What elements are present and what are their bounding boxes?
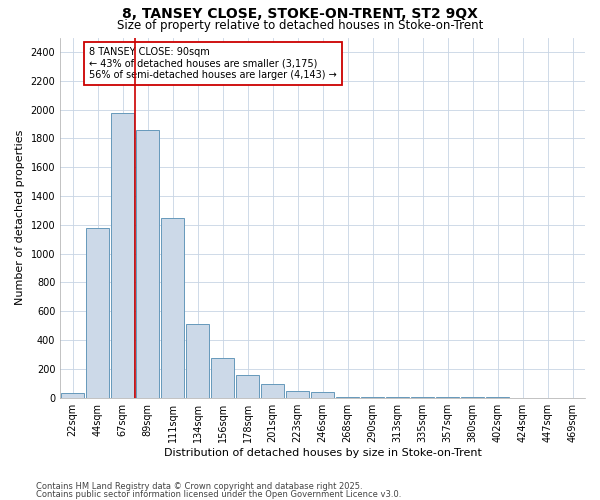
Bar xyxy=(286,390,309,398)
Text: 8 TANSEY CLOSE: 90sqm
← 43% of detached houses are smaller (3,175)
56% of semi-d: 8 TANSEY CLOSE: 90sqm ← 43% of detached … xyxy=(89,46,337,80)
Bar xyxy=(361,397,384,398)
Text: Contains public sector information licensed under the Open Government Licence v3: Contains public sector information licen… xyxy=(36,490,401,499)
Bar xyxy=(386,397,409,398)
Text: Contains HM Land Registry data © Crown copyright and database right 2025.: Contains HM Land Registry data © Crown c… xyxy=(36,482,362,491)
Bar xyxy=(311,392,334,398)
Bar xyxy=(262,384,284,398)
Text: 8, TANSEY CLOSE, STOKE-ON-TRENT, ST2 9QX: 8, TANSEY CLOSE, STOKE-ON-TRENT, ST2 9QX xyxy=(122,8,478,22)
Bar xyxy=(211,358,234,398)
Bar xyxy=(136,130,159,398)
Bar xyxy=(161,218,184,398)
Y-axis label: Number of detached properties: Number of detached properties xyxy=(15,130,25,306)
Bar xyxy=(236,376,259,398)
Bar xyxy=(61,394,84,398)
Bar xyxy=(337,397,359,398)
Bar xyxy=(187,324,209,398)
Title: 8, TANSEY CLOSE, STOKE-ON-TRENT, ST2 9QX
Size of property relative to detached h: 8, TANSEY CLOSE, STOKE-ON-TRENT, ST2 9QX… xyxy=(0,499,1,500)
X-axis label: Distribution of detached houses by size in Stoke-on-Trent: Distribution of detached houses by size … xyxy=(164,448,482,458)
Bar xyxy=(86,228,109,398)
Bar xyxy=(112,113,134,398)
Text: Size of property relative to detached houses in Stoke-on-Trent: Size of property relative to detached ho… xyxy=(117,18,483,32)
